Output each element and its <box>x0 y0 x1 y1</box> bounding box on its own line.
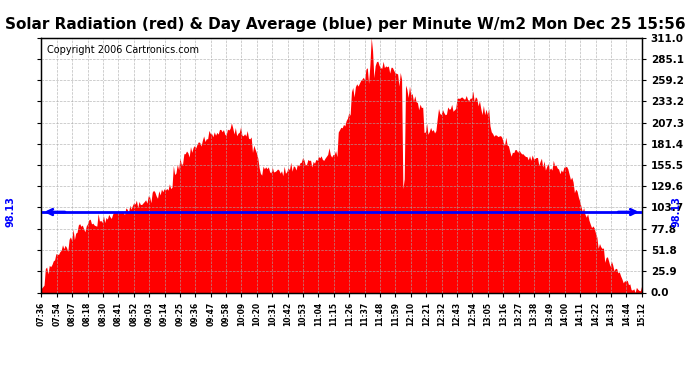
Text: Solar Radiation (red) & Day Average (blue) per Minute W/m2 Mon Dec 25 15:56: Solar Radiation (red) & Day Average (blu… <box>5 17 685 32</box>
Text: Copyright 2006 Cartronics.com: Copyright 2006 Cartronics.com <box>48 45 199 55</box>
Text: 98.13: 98.13 <box>671 196 681 228</box>
Text: 98.13: 98.13 <box>6 196 15 228</box>
